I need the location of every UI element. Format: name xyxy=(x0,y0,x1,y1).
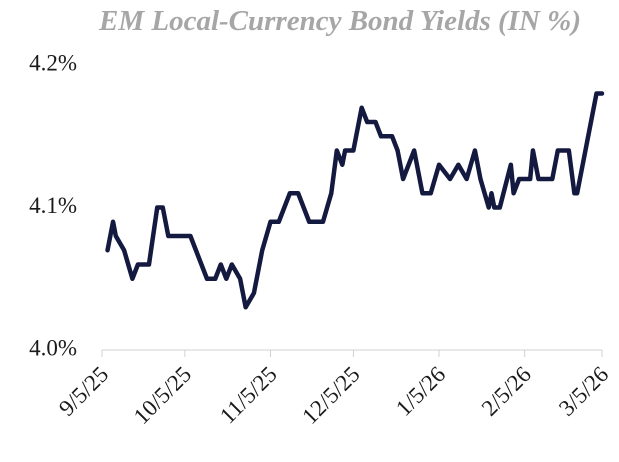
x-tick-label: 12/5/25 xyxy=(297,362,364,429)
x-tick-label: 9/5/25 xyxy=(54,362,113,421)
y-tick-label: 4.0% xyxy=(29,335,77,360)
x-tick-label: 3/5/26 xyxy=(554,362,613,421)
x-tick-label: 1/5/26 xyxy=(391,362,450,421)
x-tick-label: 2/5/26 xyxy=(477,362,536,421)
x-tick-label: 10/5/25 xyxy=(129,362,196,429)
x-tick-label: 11/5/25 xyxy=(215,362,282,429)
y-tick-label: 4.2% xyxy=(29,50,77,75)
y-tick-label: 4.1% xyxy=(29,193,77,218)
series-line xyxy=(105,91,605,310)
chart-title: EM Local-Currency Bond Yields (IN %) xyxy=(99,5,581,37)
